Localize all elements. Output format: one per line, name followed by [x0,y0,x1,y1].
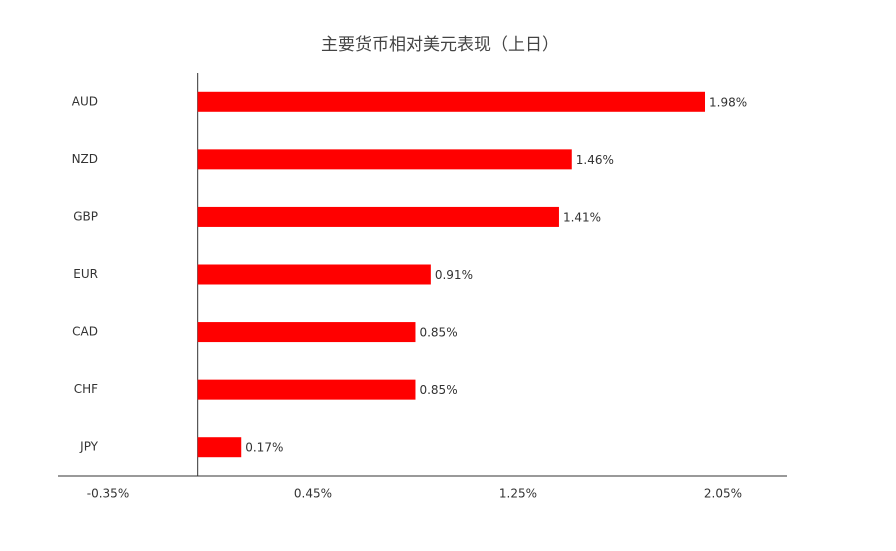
bar [197,379,416,400]
value-label: 0.85% [419,383,457,397]
bar [197,206,559,227]
x-tick-label: -0.35% [87,487,129,501]
y-tick-label: CAD [72,325,98,339]
chart-title: 主要货币相对美元表现（上日） [321,35,559,55]
bar [197,437,242,458]
value-label: 0.85% [419,326,457,340]
value-label: 1.98% [709,95,747,109]
y-tick-label: GBP [73,209,98,223]
y-tick-label: EUR [73,267,98,281]
value-label: 0.17% [245,441,283,455]
bar [197,91,706,112]
bar [197,149,572,170]
y-tick-label: JPY [79,440,99,454]
x-tick-label: 1.25% [499,487,537,501]
y-tick-label: AUD [72,94,98,108]
value-label: 1.46% [576,153,614,167]
y-tick-label: NZD [72,152,98,166]
x-tick-label: 0.45% [294,487,332,501]
y-tick-label: CHF [74,382,98,396]
x-tick-label: 2.05% [704,487,742,501]
value-label: 0.91% [435,268,473,282]
bar [197,322,416,343]
value-label: 1.41% [563,210,601,224]
bar [197,264,431,285]
